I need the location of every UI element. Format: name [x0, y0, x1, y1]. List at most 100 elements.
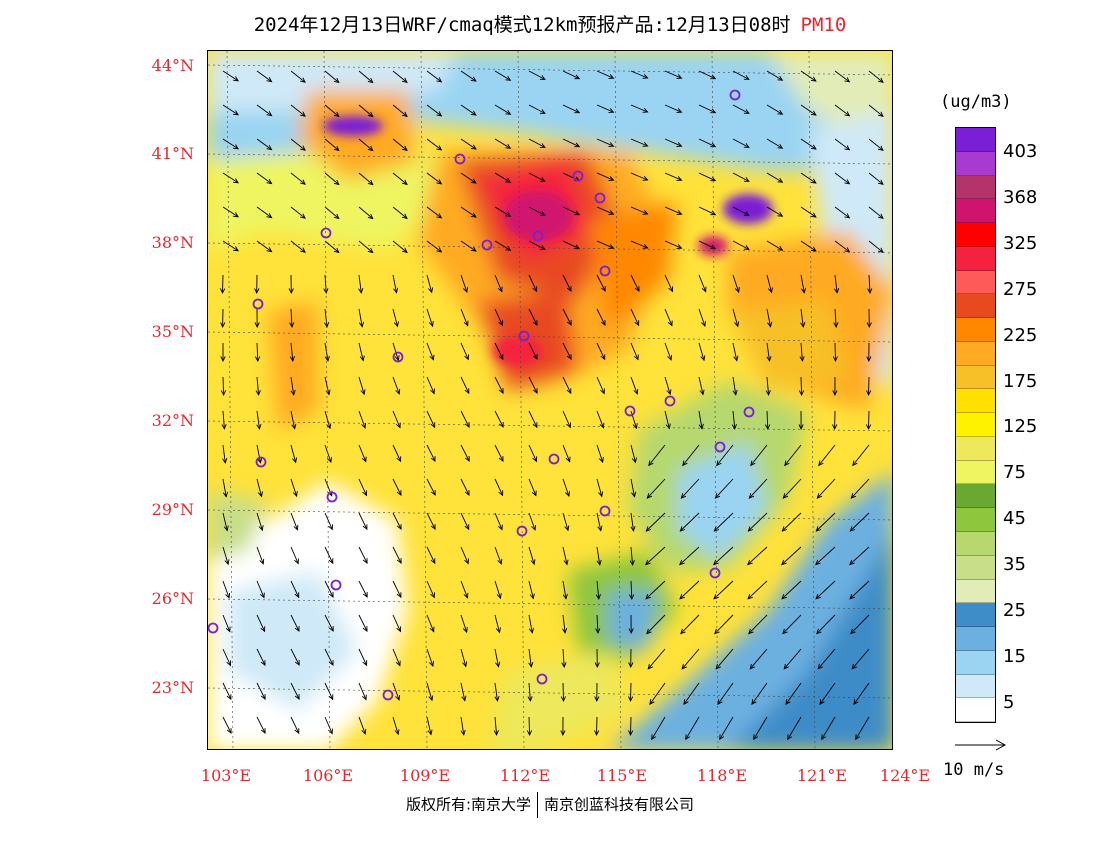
wind-arrow: [460, 682, 466, 701]
wind-arrowhead: [526, 730, 533, 737]
wind-arrowhead: [266, 76, 273, 83]
legend-swatch: [956, 223, 995, 247]
wind-arrow: [751, 682, 768, 705]
wind-arrow: [562, 308, 572, 326]
wind-arrowhead: [732, 389, 738, 396]
color-legend: [955, 127, 996, 723]
wind-arrowhead: [701, 320, 706, 327]
wind-arrowhead: [668, 286, 674, 293]
wind-arrowhead: [651, 734, 657, 741]
wind-arrow: [426, 172, 442, 185]
wind-arrowhead: [645, 593, 651, 600]
wind-arrowhead: [714, 493, 721, 499]
wind-arrow: [426, 274, 433, 293]
wind-arrow: [290, 308, 293, 328]
wind-arrow: [290, 614, 300, 632]
wind-arrowhead: [367, 179, 374, 186]
wind-arrow: [256, 70, 272, 82]
wind-arrow: [324, 376, 330, 395]
wind-arrowhead: [815, 526, 822, 532]
wind-arrow: [596, 342, 606, 360]
city-marker-icon: [532, 230, 544, 242]
wind-arrow: [562, 478, 570, 497]
wind-arrowhead: [747, 526, 754, 532]
wind-arrowhead: [430, 422, 436, 429]
wind-arrow: [630, 716, 632, 736]
wind-arrow: [562, 410, 571, 428]
title-text: 2024年12月13日WRF/cmaq模式12km预报产品:12月13日08时: [253, 14, 791, 36]
wind-arrow: [494, 308, 503, 326]
wind-arrowhead: [844, 145, 851, 151]
wind-arrowhead: [436, 179, 443, 185]
wind-arrowhead: [679, 526, 686, 532]
wind-arrowhead: [539, 75, 546, 80]
wind-arrow: [630, 240, 648, 249]
wind-arrow: [324, 546, 334, 564]
wind-arrowhead: [600, 285, 606, 292]
wind-arrowhead: [294, 558, 299, 565]
wind-arrowhead: [600, 320, 606, 327]
wind-arrow: [817, 648, 836, 670]
lon-label-121: 121°E: [796, 766, 848, 785]
wind-arrow: [834, 138, 850, 151]
wind-arrow: [596, 546, 601, 565]
wind-arrow: [290, 648, 300, 666]
wind-arrow: [815, 580, 836, 600]
wind-arrow: [290, 478, 298, 497]
wind-arrow: [222, 648, 231, 666]
wind-arrow: [834, 104, 850, 117]
city-marker-icon: [330, 579, 342, 591]
wind-arrowhead: [563, 559, 569, 566]
wind-arrow: [528, 240, 546, 250]
legend-unit: (ug/m3): [940, 92, 1012, 112]
wind-arrow: [528, 512, 536, 531]
wind-arrowhead: [436, 145, 443, 151]
wind-arrowhead: [634, 320, 640, 327]
wind-arrowhead: [532, 320, 538, 327]
wind-arrow: [717, 682, 734, 705]
wind-arrowhead: [224, 559, 230, 566]
wind-arrow: [562, 614, 566, 633]
wind-arrowhead: [505, 143, 512, 149]
wind-arrowhead: [528, 627, 535, 634]
wind-arrow: [358, 444, 367, 462]
legend-swatch: [956, 460, 995, 485]
city-marker-icon: [454, 153, 466, 165]
wind-arrow: [324, 444, 332, 463]
wind-arrow: [732, 274, 740, 293]
lat-label-32: 32°N: [151, 411, 194, 430]
legend-label: 325: [1003, 233, 1038, 254]
wind-arrow: [290, 682, 300, 700]
wind-arrow: [747, 512, 768, 532]
wind-arrow: [783, 648, 802, 670]
wind-arrow: [494, 580, 501, 599]
wind-arrow: [392, 70, 408, 83]
wind-arrowhead: [259, 558, 265, 565]
wind-arrow: [494, 478, 504, 496]
wind-arrowhead: [701, 286, 707, 293]
legend-swatch: [956, 532, 995, 556]
wind-arrowhead: [333, 213, 340, 220]
wind-arrowhead: [844, 179, 851, 185]
wind-arrowhead: [719, 734, 725, 741]
wind-arrow: [358, 342, 364, 361]
legend-swatch: [956, 603, 995, 628]
wind-arrowhead: [642, 210, 649, 215]
wind-arrow: [256, 444, 261, 463]
wind-arrowhead: [333, 77, 340, 84]
wind-arrowhead: [810, 212, 817, 218]
wind-arrowhead: [360, 389, 366, 396]
wind-arrowhead: [816, 493, 823, 499]
wind-arrowhead: [783, 663, 789, 670]
legend-swatch: [956, 627, 995, 651]
wind-arrowhead: [470, 178, 477, 184]
wind-arrowhead: [743, 143, 750, 148]
wind-arrowhead: [815, 559, 821, 566]
wind-arrow: [766, 138, 783, 149]
wind-arrow: [647, 648, 666, 670]
wind-arrowhead: [629, 594, 635, 601]
wind-arrowhead: [401, 213, 408, 220]
wind-arrowhead: [832, 424, 838, 431]
wind-arrowhead: [785, 699, 791, 706]
wind-arrow: [766, 376, 770, 395]
